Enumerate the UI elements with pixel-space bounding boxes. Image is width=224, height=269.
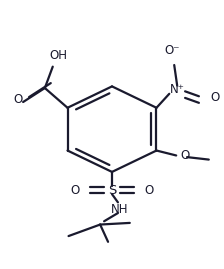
Text: O: O — [144, 183, 153, 197]
Text: O: O — [211, 91, 220, 104]
Text: O: O — [14, 93, 23, 106]
Text: N⁺: N⁺ — [170, 83, 185, 96]
Text: O: O — [181, 149, 190, 162]
Text: O⁻: O⁻ — [164, 44, 180, 57]
Text: O: O — [71, 183, 80, 197]
Text: S: S — [108, 183, 116, 197]
Text: OH: OH — [50, 49, 68, 62]
Text: NH: NH — [111, 203, 129, 216]
